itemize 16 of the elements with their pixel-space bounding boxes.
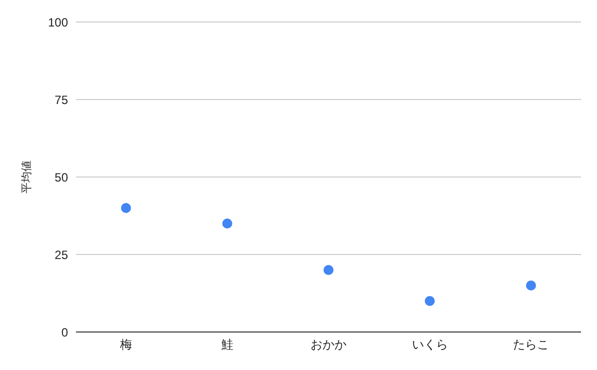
point xyxy=(526,280,536,290)
point xyxy=(424,296,435,306)
y-tick-label: 0 xyxy=(61,325,68,340)
point xyxy=(222,218,232,228)
point xyxy=(324,265,334,275)
x-tick-label: 鮭 xyxy=(221,338,234,352)
y-tick-label: 50 xyxy=(54,170,68,184)
x-tick-label: たらこ xyxy=(513,338,549,352)
y-tick-label: 100 xyxy=(48,15,68,30)
y-axis-title: 平均値 xyxy=(20,160,33,194)
x-tick-label: 梅 xyxy=(119,338,132,352)
x-tick-label: いくら xyxy=(412,338,448,352)
y-tick-label: 75 xyxy=(54,92,68,107)
x-tick-label: おかか xyxy=(310,338,346,352)
point xyxy=(121,203,131,213)
y-tick-label: 25 xyxy=(54,248,68,262)
